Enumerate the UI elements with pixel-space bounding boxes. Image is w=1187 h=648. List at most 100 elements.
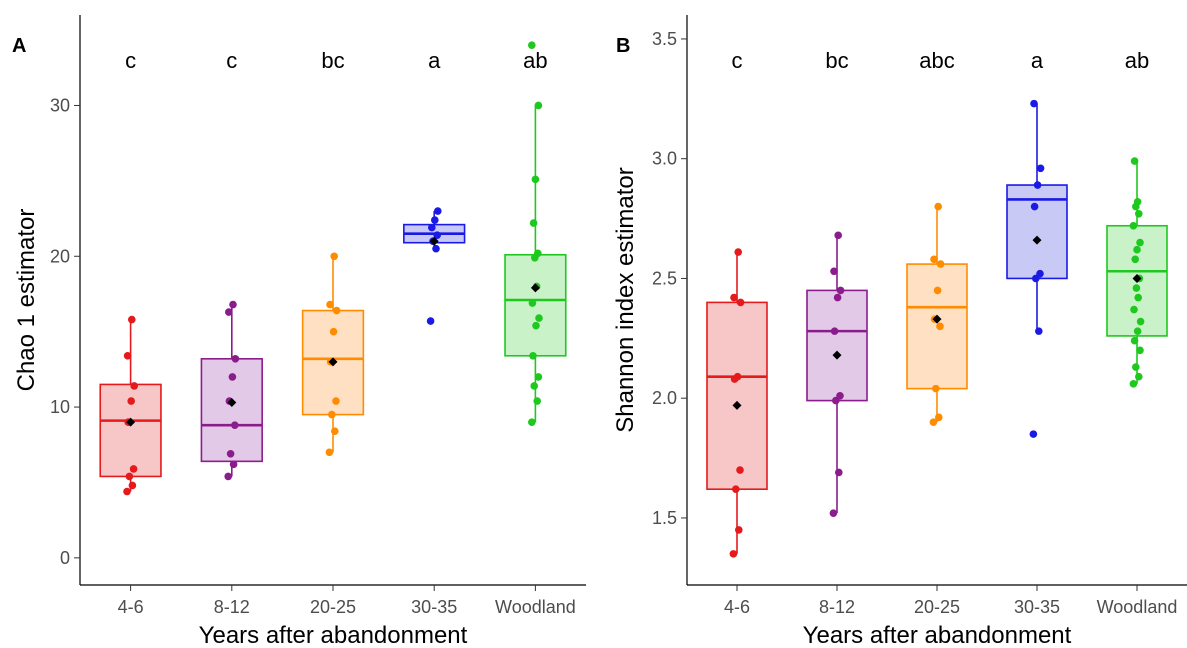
significance-letter: c <box>732 48 743 73</box>
data-point <box>936 260 945 268</box>
x-tick-label: 30-35 <box>411 597 457 617</box>
data-point <box>1132 363 1140 371</box>
significance-letter: a <box>1031 48 1044 73</box>
data-point <box>426 317 435 325</box>
y-axis-title: Shannon index estimator <box>612 167 639 433</box>
data-point <box>332 397 340 405</box>
data-point <box>930 255 938 264</box>
data-point <box>733 372 742 381</box>
data-point <box>735 526 743 534</box>
data-point <box>1129 221 1138 230</box>
data-point <box>1029 430 1038 438</box>
data-point <box>1129 380 1138 388</box>
data-point <box>332 306 341 315</box>
data-point <box>531 175 540 184</box>
data-point <box>128 315 136 324</box>
data-point <box>1130 305 1138 314</box>
data-point <box>433 231 442 239</box>
data-point <box>1133 327 1142 335</box>
data-point <box>929 418 938 426</box>
box-group-30-35: a <box>1006 48 1068 438</box>
panel-A: Ac c bc a ab 0 10 20 30 4-6 8-12 20-25 30-35 Woodland… <box>12 15 586 648</box>
data-point <box>229 460 238 469</box>
data-point <box>730 293 738 302</box>
data-point <box>1035 327 1043 335</box>
data-point <box>1131 255 1139 264</box>
y-tick-label: 3.5 <box>652 29 677 49</box>
significance-letter: c <box>226 48 237 73</box>
significance-letter: c <box>125 48 136 73</box>
x-tick-label: Woodland <box>1097 597 1178 617</box>
data-point <box>529 351 537 360</box>
y-tick-label: 3.0 <box>652 149 677 169</box>
box-group-Woodland: ab <box>504 41 567 426</box>
data-point <box>836 286 845 295</box>
data-point <box>231 421 239 429</box>
data-point <box>834 231 842 240</box>
data-point <box>533 397 541 405</box>
data-point <box>1130 336 1139 345</box>
mean-marker <box>832 350 842 360</box>
data-point <box>1134 293 1142 302</box>
data-point <box>530 382 538 390</box>
data-point <box>534 249 542 258</box>
data-point <box>123 351 132 360</box>
data-point <box>123 487 131 496</box>
box-group-30-35: a <box>403 48 466 325</box>
data-point <box>325 448 334 457</box>
data-point <box>128 481 137 490</box>
mean-marker <box>328 357 338 367</box>
x-tick-label: 8-12 <box>819 597 855 617</box>
data-point <box>534 373 543 381</box>
data-point <box>535 314 543 322</box>
data-point <box>226 450 235 458</box>
data-point <box>428 223 436 232</box>
data-point <box>326 300 334 309</box>
data-point <box>934 202 942 211</box>
x-tick-label: 20-25 <box>310 597 356 617</box>
data-point <box>736 466 744 474</box>
y-tick-label: 2.0 <box>652 388 677 408</box>
mean-marker <box>732 400 742 410</box>
x-tick-label: 8-12 <box>214 597 250 617</box>
y-tick-label: 0 <box>60 548 70 568</box>
data-point <box>1135 372 1143 381</box>
significance-letter: abc <box>919 48 954 73</box>
box-group-8-12: bc <box>806 48 868 517</box>
data-point <box>734 248 742 256</box>
x-tick-label: 4-6 <box>724 597 750 617</box>
data-point <box>1133 198 1142 206</box>
data-point <box>434 207 442 215</box>
data-point <box>228 373 237 381</box>
data-point <box>224 472 232 481</box>
mean-marker <box>227 398 237 408</box>
box-group-4-6: c <box>706 48 768 558</box>
data-point <box>830 267 838 276</box>
x-tick-label: 30-35 <box>1014 597 1060 617</box>
data-point <box>1133 245 1141 254</box>
data-point <box>534 101 543 110</box>
data-point <box>935 413 943 422</box>
significance-letter: a <box>428 48 441 73</box>
mean-marker <box>932 314 942 324</box>
panel-label: A <box>12 35 26 57</box>
mean-marker <box>429 236 439 246</box>
data-point <box>1130 157 1139 165</box>
box-group-20-25: abc <box>906 48 968 426</box>
box-group-4-6: c <box>99 48 162 496</box>
mean-marker <box>1132 273 1142 283</box>
box-group-Woodland: ab <box>1106 48 1168 388</box>
mean-marker <box>530 283 540 293</box>
data-point <box>936 322 944 331</box>
data-point <box>330 252 339 261</box>
x-tick-label: Woodland <box>495 597 576 617</box>
significance-letter: ab <box>523 48 547 73</box>
box <box>706 301 768 491</box>
y-tick-label: 10 <box>50 397 70 417</box>
data-point <box>528 418 536 426</box>
data-point <box>328 410 336 419</box>
data-point <box>125 472 134 481</box>
mean-marker <box>126 417 136 427</box>
x-tick-label: 20-25 <box>914 597 960 617</box>
